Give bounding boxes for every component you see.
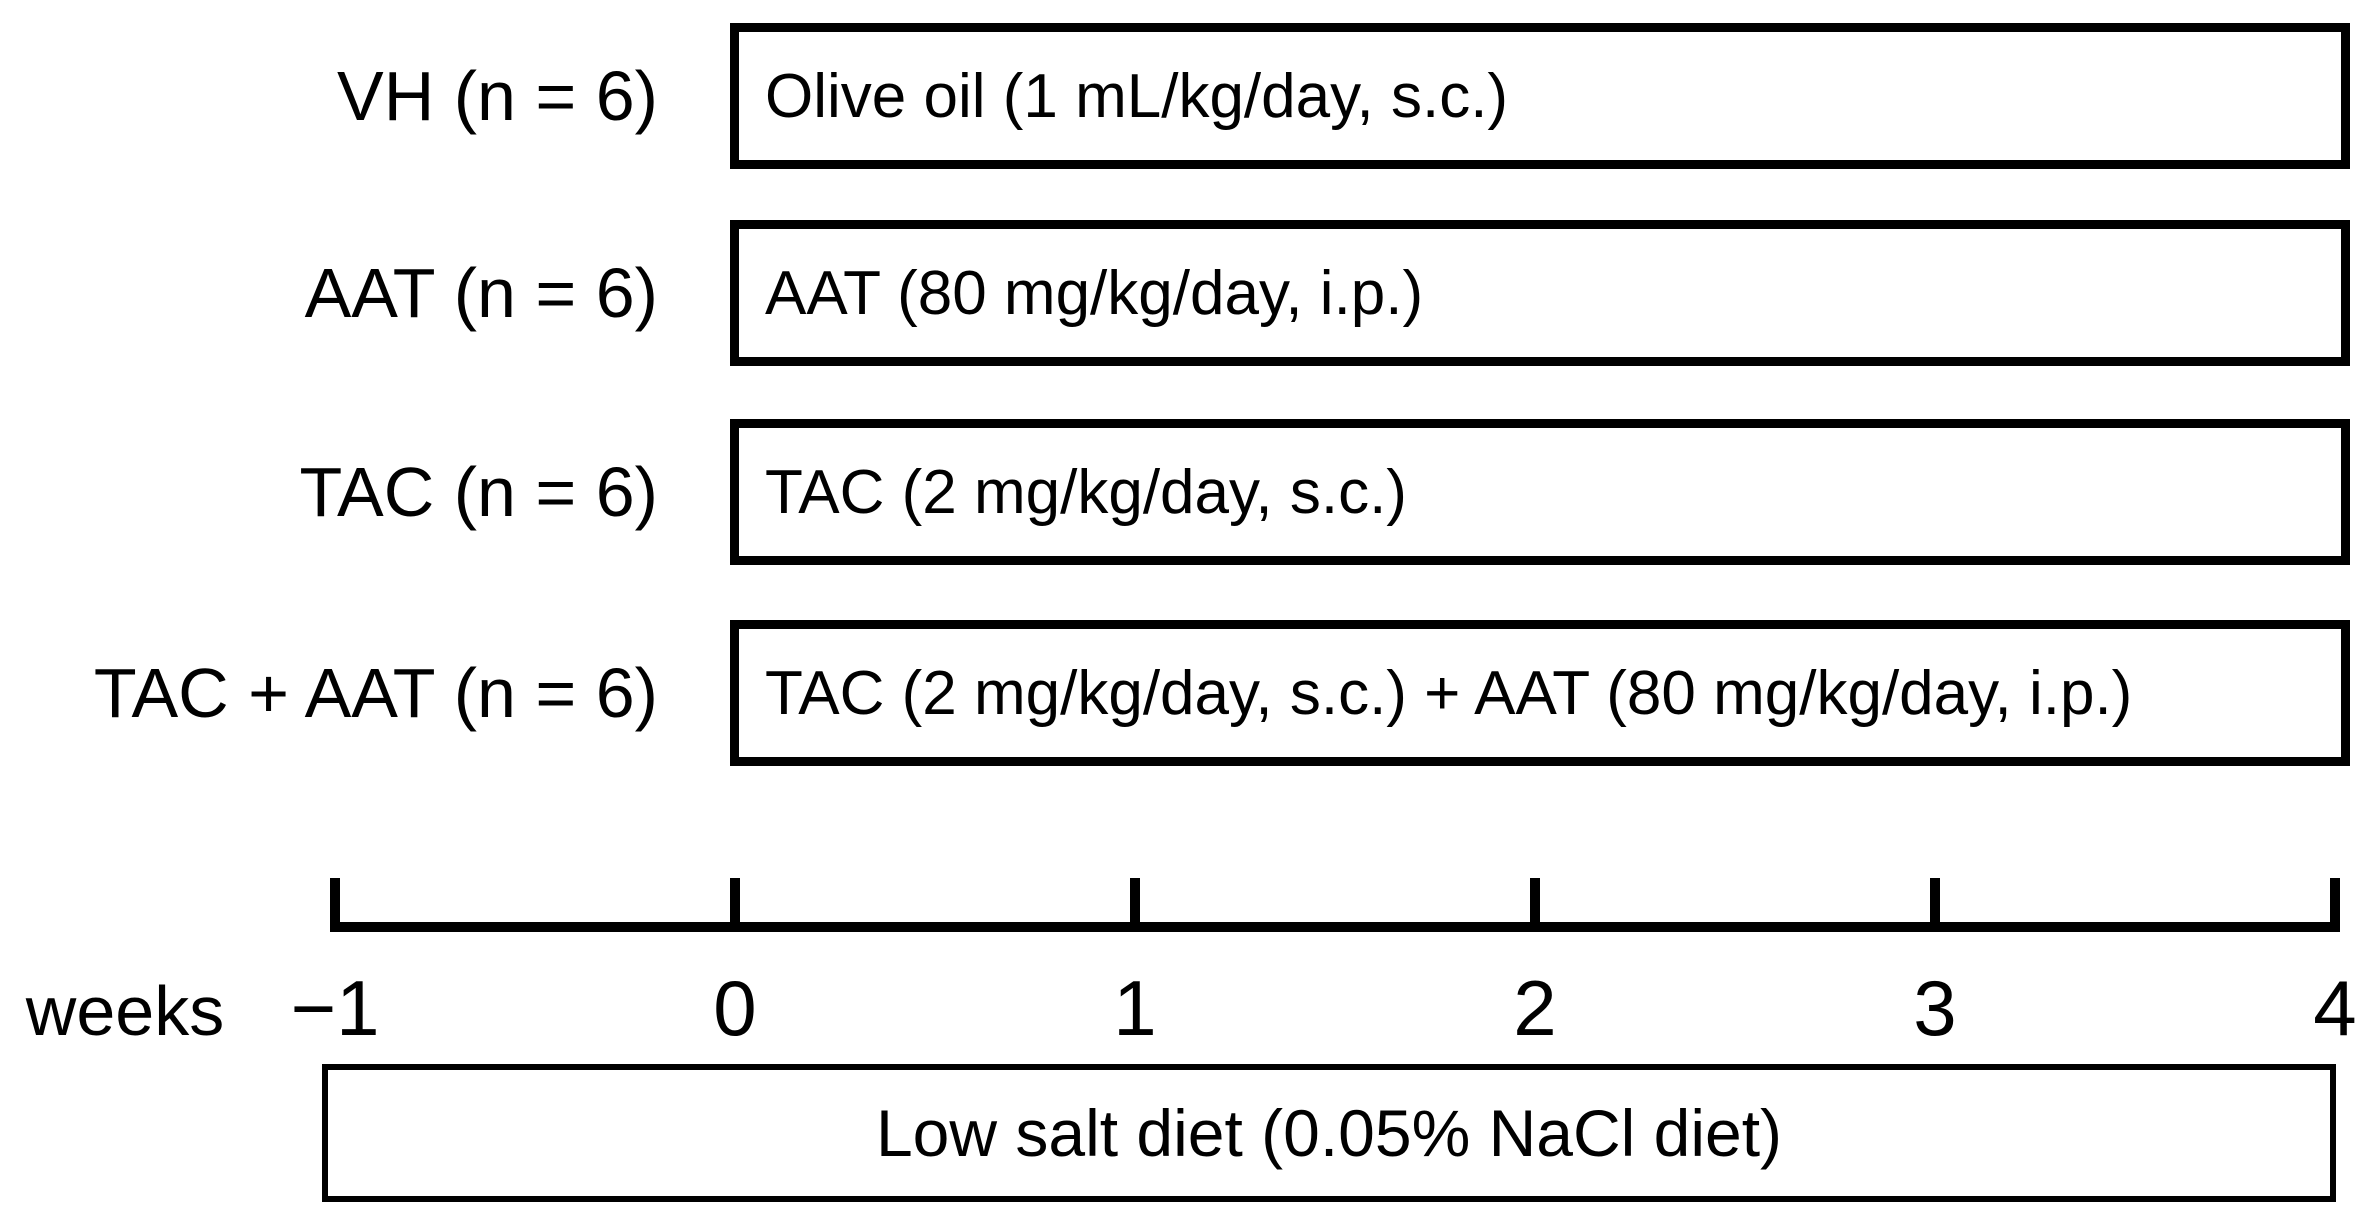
- diet-box: Low salt diet (0.05% NaCl diet): [322, 1064, 2336, 1202]
- diet-text: Low salt diet (0.05% NaCl diet): [875, 1096, 1783, 1170]
- treatment-box-vh: Olive oil (1 mL/kg/day, s.c.): [730, 23, 2350, 169]
- treatment-text-tac: TAC (2 mg/kg/day, s.c.): [765, 457, 1407, 527]
- group-label-aat: AAT (n = 6): [304, 254, 658, 332]
- tick-mark-week-1: [1130, 878, 1140, 932]
- tick-mark-week-3: [1930, 878, 1940, 932]
- treatment-text-tac-aat: TAC (2 mg/kg/day, s.c.) + AAT (80 mg/kg/…: [765, 658, 2133, 728]
- group-label-vh: VH (n = 6): [337, 57, 658, 135]
- group-label-tac: TAC (n = 6): [299, 453, 658, 531]
- treatment-box-tac-aat: TAC (2 mg/kg/day, s.c.) + AAT (80 mg/kg/…: [730, 620, 2350, 766]
- treatment-text-aat: AAT (80 mg/kg/day, i.p.): [765, 258, 1424, 328]
- tick-mark-week-4: [2330, 878, 2340, 932]
- tick-mark-week-minus1: [330, 878, 340, 932]
- group-row-vh: VH (n = 6) Olive oil (1 mL/kg/day, s.c.): [0, 23, 2364, 169]
- treatment-box-aat: AAT (80 mg/kg/day, i.p.): [730, 220, 2350, 366]
- tick-mark-week-2: [1530, 878, 1540, 932]
- group-row-aat: AAT (n = 6) AAT (80 mg/kg/day, i.p.): [0, 220, 2364, 366]
- tick-label-week-2: 2: [1513, 963, 1557, 1052]
- axis-unit-label: weeks: [25, 972, 225, 1050]
- timeline-axis: [330, 878, 2340, 932]
- axis-line: [330, 922, 2340, 932]
- group-label-tac-aat: TAC + AAT (n = 6): [93, 654, 658, 732]
- tick-label-week-1: 1: [1113, 963, 1157, 1052]
- group-row-tac-aat: TAC + AAT (n = 6) TAC (2 mg/kg/day, s.c.…: [0, 620, 2364, 766]
- tick-mark-week-0: [730, 878, 740, 932]
- tick-label-week-4: 4: [2313, 963, 2357, 1052]
- group-row-tac: TAC (n = 6) TAC (2 mg/kg/day, s.c.): [0, 419, 2364, 565]
- treatment-box-tac: TAC (2 mg/kg/day, s.c.): [730, 419, 2350, 565]
- tick-label-week-minus1: −1: [290, 963, 380, 1052]
- tick-label-week-3: 3: [1913, 963, 1957, 1052]
- treatment-text-vh: Olive oil (1 mL/kg/day, s.c.): [765, 61, 1509, 131]
- tick-label-week-0: 0: [713, 963, 757, 1052]
